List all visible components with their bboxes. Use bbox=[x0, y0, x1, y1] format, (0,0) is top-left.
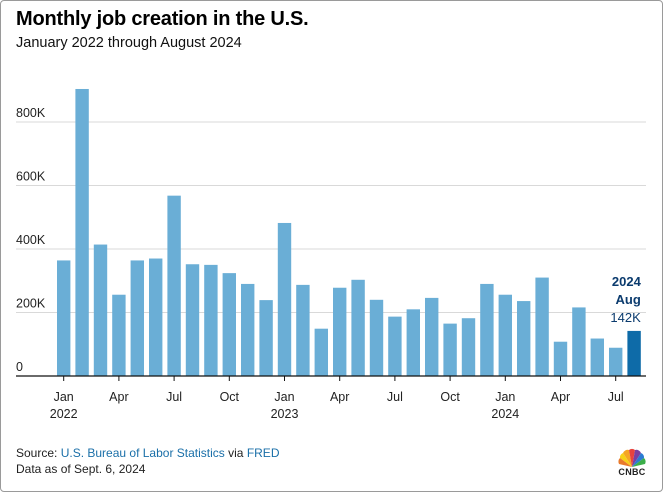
bar bbox=[535, 277, 549, 376]
bar bbox=[627, 330, 641, 376]
x-year-label: 2022 bbox=[50, 407, 78, 421]
bars bbox=[57, 88, 641, 376]
x-tick-label: Jan bbox=[495, 390, 515, 404]
highlight-month: Aug bbox=[616, 292, 641, 307]
x-tick-label: Jul bbox=[608, 390, 624, 404]
x-tick-label: Jan bbox=[274, 390, 294, 404]
bar bbox=[259, 300, 273, 376]
bar bbox=[609, 347, 623, 376]
bar bbox=[351, 279, 365, 376]
bar bbox=[75, 88, 89, 376]
bar bbox=[333, 287, 347, 376]
x-year-label: 2024 bbox=[491, 407, 519, 421]
bar bbox=[443, 323, 457, 376]
x-tick-label: Jul bbox=[387, 390, 403, 404]
bar bbox=[461, 318, 476, 376]
highlight-value: 142K bbox=[610, 310, 641, 325]
y-tick-label: 800K bbox=[16, 106, 46, 120]
bar bbox=[204, 264, 218, 376]
chart-subtitle: January 2022 through August 2024 bbox=[16, 35, 242, 51]
bar bbox=[480, 283, 494, 376]
bar bbox=[167, 195, 181, 376]
x-tick-label: Apr bbox=[330, 390, 349, 404]
y-tick-label: 0 bbox=[16, 360, 23, 374]
bar bbox=[222, 273, 236, 376]
bar bbox=[388, 316, 402, 376]
cnbc-logo: CNBC bbox=[613, 447, 651, 479]
bar bbox=[314, 328, 328, 376]
x-tick-label: Jul bbox=[166, 390, 182, 404]
x-tick-label: Oct bbox=[220, 390, 240, 404]
logo-text: CNBC bbox=[618, 467, 646, 477]
bar bbox=[406, 309, 420, 376]
bar bbox=[57, 260, 71, 376]
x-tick-label: Apr bbox=[551, 390, 570, 404]
highlight-year: 2024 bbox=[612, 274, 642, 289]
bar bbox=[112, 294, 126, 376]
y-tick-label: 400K bbox=[16, 233, 46, 247]
bar bbox=[149, 258, 163, 376]
bar bbox=[130, 260, 144, 376]
bar bbox=[572, 307, 586, 376]
bar bbox=[241, 283, 255, 376]
chart-title: Monthly job creation in the U.S. bbox=[16, 8, 309, 30]
highlight-annotation: 2024 Aug 142K bbox=[610, 274, 641, 325]
y-tick-label: 600K bbox=[16, 170, 46, 184]
peacock-icon bbox=[618, 449, 646, 467]
source-note: Source: U.S. Bureau of Labor Statistics … bbox=[16, 446, 279, 460]
source-fred-link[interactable]: FRED bbox=[246, 446, 280, 460]
bar bbox=[553, 341, 568, 376]
y-tick-label: 200K bbox=[16, 297, 46, 311]
bar bbox=[93, 244, 108, 376]
bar-chart: 0 200K 400K 600K 800K Jan 2022 Apr Jul Oct Jan 202… bbox=[16, 88, 646, 421]
source-via: via bbox=[224, 446, 247, 460]
y-axis-labels: 0 200K 400K 600K 800K bbox=[16, 106, 46, 374]
bar bbox=[498, 294, 512, 376]
x-year-label: 2023 bbox=[271, 407, 299, 421]
bar bbox=[296, 284, 310, 376]
grid-lines bbox=[16, 121, 646, 313]
x-tick-label: Jan bbox=[54, 390, 74, 404]
x-axis: Jan 2022 Apr Jul Oct Jan 2023 Apr Jul Oct Jan 2024 A… bbox=[16, 375, 646, 421]
data-as-of: Data as of Sept. 6, 2024 bbox=[16, 462, 146, 476]
bar bbox=[185, 264, 200, 376]
source-prefix: Source: bbox=[16, 446, 61, 460]
source-bls-link[interactable]: U.S. Bureau of Labor Statistics bbox=[60, 446, 225, 460]
bar bbox=[425, 297, 439, 376]
bar bbox=[517, 301, 531, 376]
bar bbox=[369, 299, 384, 376]
x-tick-label: Oct bbox=[440, 390, 460, 404]
bar bbox=[277, 222, 292, 376]
x-tick-label: Apr bbox=[109, 390, 128, 404]
bar bbox=[590, 338, 604, 376]
